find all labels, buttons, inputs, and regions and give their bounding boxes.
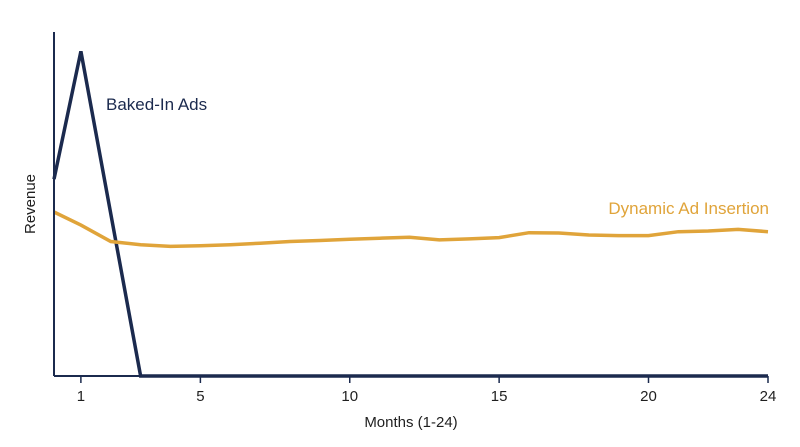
y-axis-title: Revenue — [22, 174, 39, 234]
series-line-dynamic-ad-insertion — [53, 210, 769, 249]
x-axis-title: Months (1-24) — [364, 414, 457, 431]
series-label-dynamic-ad-insertion: Dynamic Ad Insertion — [608, 199, 769, 218]
x-tick-label: 1 — [77, 388, 85, 405]
x-tick-label: 24 — [760, 388, 777, 405]
x-tick-layer: 1 5 10 15 20 24 — [77, 376, 777, 405]
x-tick-label: 5 — [196, 388, 204, 405]
x-tick-label: 10 — [341, 388, 358, 405]
x-tick-label: 15 — [491, 388, 508, 405]
series-label-baked-in-ads: Baked-In Ads — [106, 95, 207, 114]
x-tick-label: 20 — [640, 388, 657, 405]
